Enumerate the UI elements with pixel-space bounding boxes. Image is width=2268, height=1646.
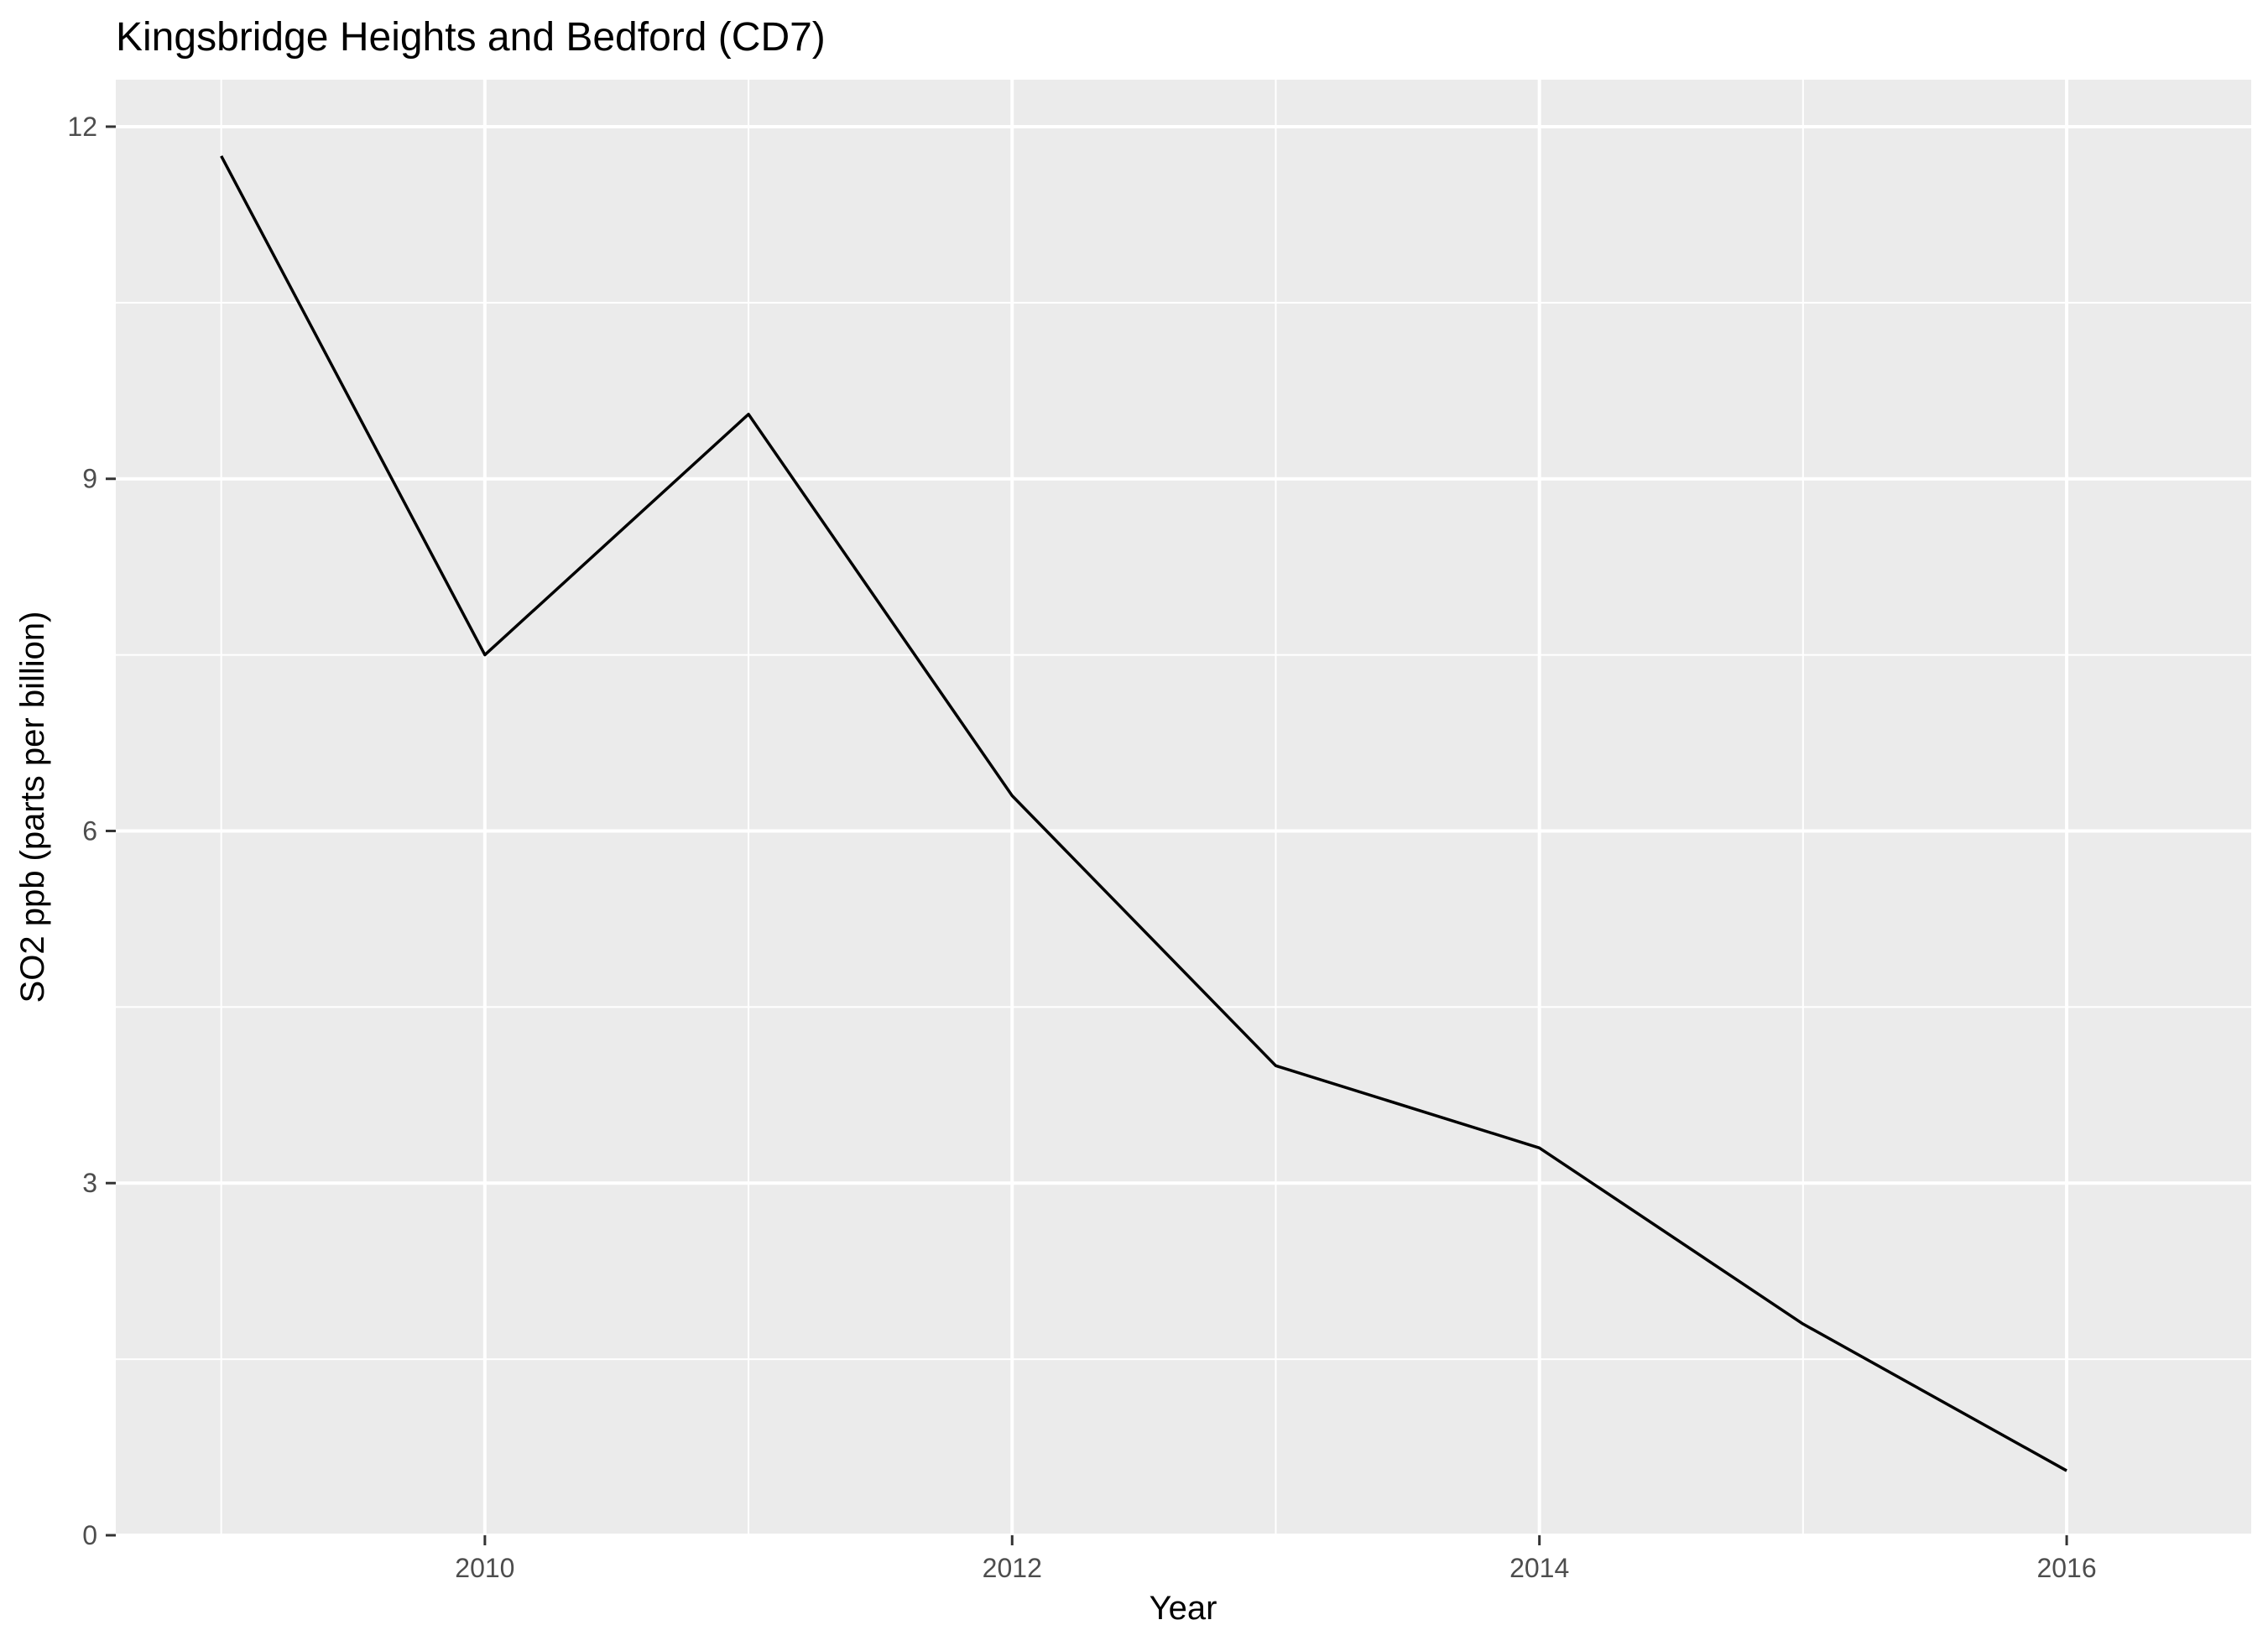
x-axis: 2010 2012 2014 2016 — [455, 1535, 2097, 1583]
y-tick-label: 9 — [82, 464, 97, 494]
chart-title: Kingsbridge Heights and Bedford (CD7) — [116, 15, 826, 60]
minor-grid-lines — [116, 80, 2251, 1535]
y-tick-label: 0 — [82, 1520, 97, 1550]
x-tick-label: 2014 — [1509, 1553, 1569, 1583]
panel-background — [116, 80, 2251, 1535]
y-tick-label: 3 — [82, 1168, 97, 1198]
x-tick-label: 2012 — [983, 1553, 1042, 1583]
major-grid-lines — [116, 80, 2251, 1537]
y-tick-label: 12 — [67, 112, 97, 142]
y-axis-title: SO2 ppb (parts per billion) — [14, 612, 51, 1003]
y-tick-label: 6 — [82, 815, 97, 846]
x-tick-label: 2010 — [455, 1553, 514, 1583]
series-layer — [220, 155, 2067, 1472]
y-axis: 0 3 6 9 12 — [67, 112, 116, 1550]
x-axis-title: Year — [1150, 1590, 1217, 1627]
x-tick-label: 2016 — [2036, 1553, 2096, 1583]
series-line-0 — [220, 155, 2067, 1472]
